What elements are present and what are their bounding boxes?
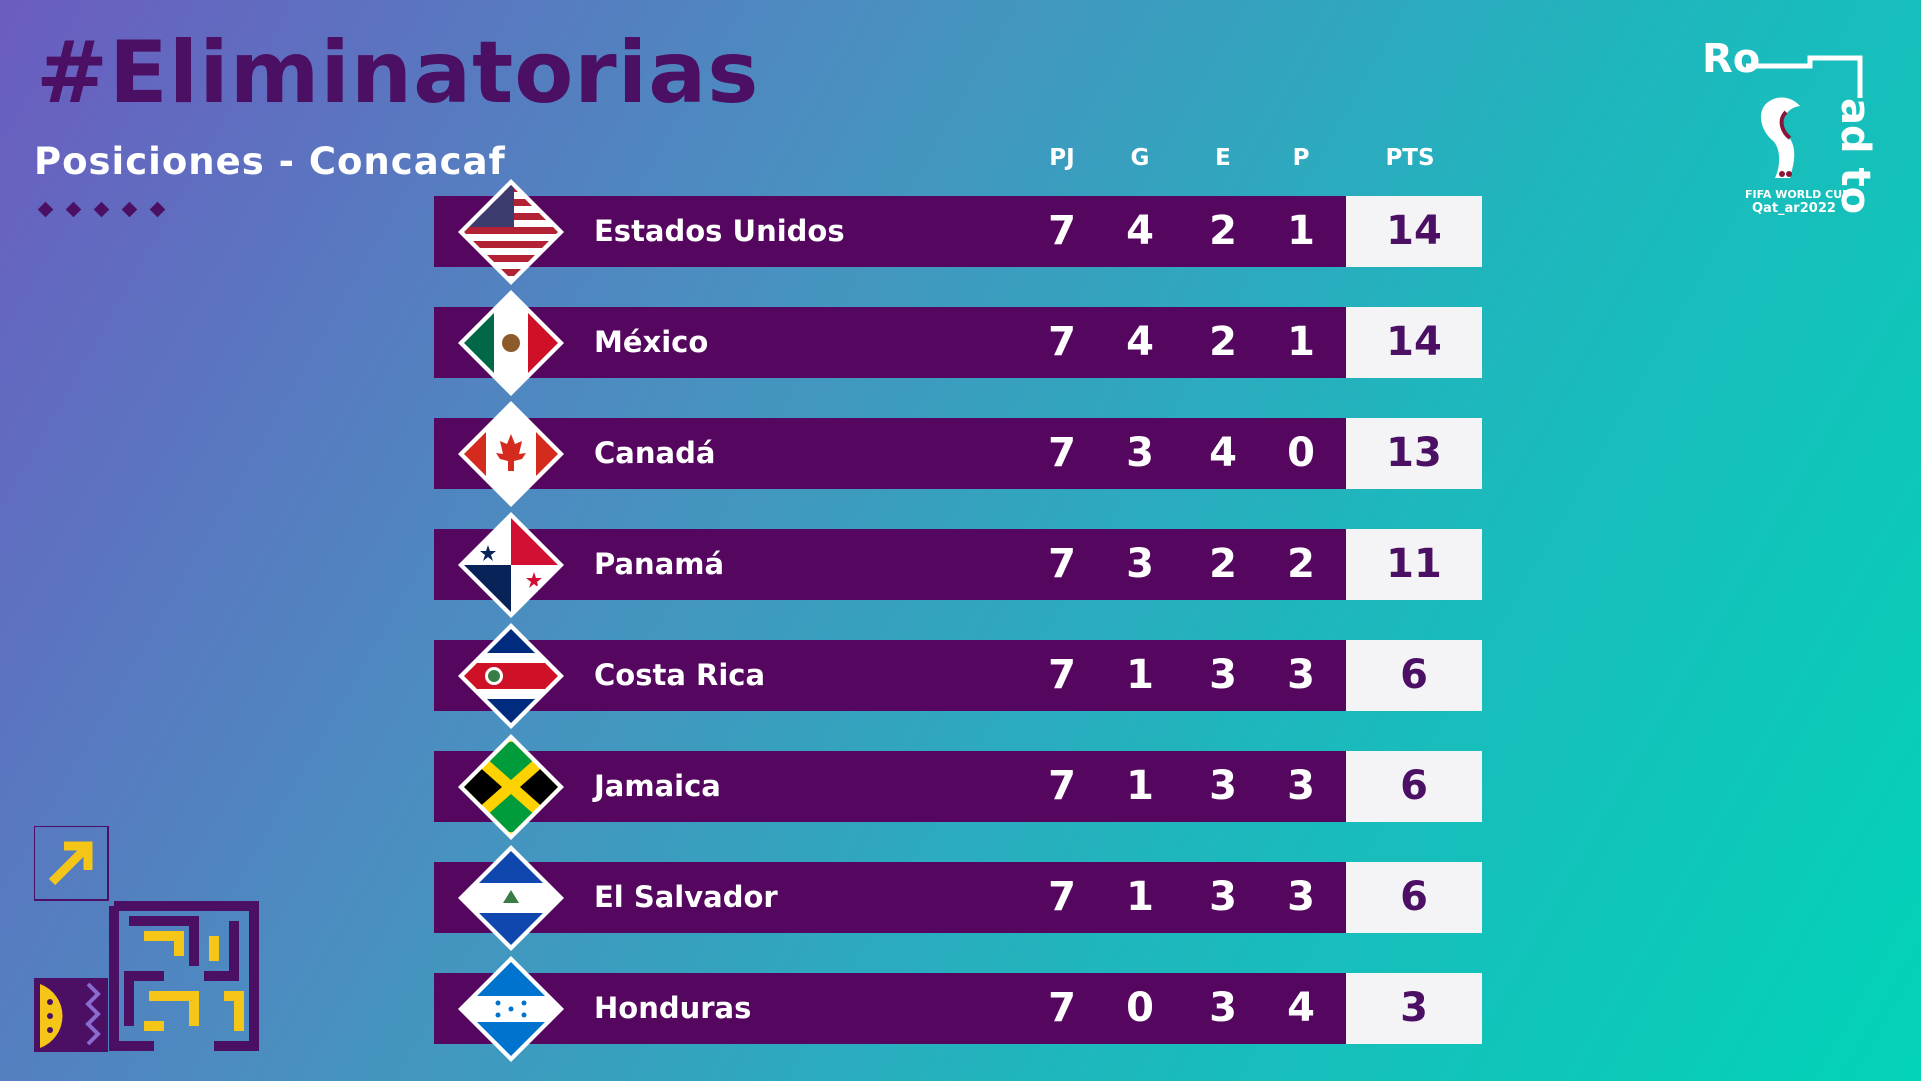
jamaica-flag-icon xyxy=(458,734,564,840)
e-value: 2 xyxy=(1209,208,1237,254)
table-row: Jamaica 7 1 3 3 6 xyxy=(434,734,1482,840)
g-value: 4 xyxy=(1126,319,1154,365)
e-value: 3 xyxy=(1209,985,1237,1031)
usa-flag-icon xyxy=(458,179,564,285)
g-value: 3 xyxy=(1126,430,1154,476)
g-value: 3 xyxy=(1126,541,1154,587)
g-value: 0 xyxy=(1126,985,1154,1031)
e-value: 3 xyxy=(1209,763,1237,809)
decorative-dots xyxy=(37,201,166,218)
e-value: 3 xyxy=(1209,652,1237,698)
pj-value: 7 xyxy=(1048,430,1076,476)
g-value: 1 xyxy=(1126,652,1154,698)
pj-value: 7 xyxy=(1048,763,1076,809)
pts-value: 13 xyxy=(1346,418,1482,489)
team-name: Jamaica xyxy=(594,769,721,803)
table-row: Panamá 7 3 2 2 11 xyxy=(434,512,1482,618)
pts-value: 14 xyxy=(1346,196,1482,267)
pj-value: 7 xyxy=(1048,319,1076,365)
page-subtitle: Posiciones - Concacaf xyxy=(34,140,506,183)
table-row: Costa Rica 7 1 3 3 6 xyxy=(434,623,1482,729)
table-row: Honduras 7 0 3 4 3 xyxy=(434,956,1482,1062)
team-name: Canadá xyxy=(594,436,716,470)
mexico-flag-icon xyxy=(458,290,564,396)
costa-rica-flag-icon xyxy=(458,623,564,729)
header-p: P xyxy=(1292,145,1310,171)
logo-qatar-text: Qat_ar2022 xyxy=(1752,201,1836,216)
team-name: Panamá xyxy=(594,547,725,581)
e-value: 4 xyxy=(1209,430,1237,476)
p-value: 3 xyxy=(1287,652,1315,698)
p-value: 3 xyxy=(1287,763,1315,809)
pj-value: 7 xyxy=(1048,874,1076,920)
pts-value: 11 xyxy=(1346,529,1482,600)
table-row: El Salvador 7 1 3 3 6 xyxy=(434,845,1482,951)
honduras-flag-icon xyxy=(458,956,564,1062)
logo-fifa-text: FIFA WORLD CUP xyxy=(1745,188,1850,201)
e-value: 2 xyxy=(1209,541,1237,587)
canada-flag-icon xyxy=(458,401,564,507)
p-value: 0 xyxy=(1287,430,1315,476)
e-value: 3 xyxy=(1209,874,1237,920)
logo-adto-text: ad to xyxy=(1832,98,1878,214)
el-salvador-flag-icon xyxy=(458,845,564,951)
table-row: Estados Unidos 7 4 2 1 14 xyxy=(434,179,1482,285)
header-g: G xyxy=(1130,145,1150,171)
pts-value: 6 xyxy=(1346,862,1482,933)
p-value: 3 xyxy=(1287,874,1315,920)
pts-value: 14 xyxy=(1346,307,1482,378)
column-headers: PJ G E P PTS xyxy=(0,145,1921,175)
p-value: 1 xyxy=(1287,319,1315,365)
pj-value: 7 xyxy=(1048,985,1076,1031)
g-value: 4 xyxy=(1126,208,1154,254)
pj-value: 7 xyxy=(1048,541,1076,587)
logo-road-text: Ro xyxy=(1702,36,1760,82)
panama-flag-icon xyxy=(458,512,564,618)
p-value: 2 xyxy=(1287,541,1315,587)
team-name: Costa Rica xyxy=(594,658,766,692)
header-pts: PTS xyxy=(1385,145,1435,171)
p-value: 1 xyxy=(1287,208,1315,254)
g-value: 1 xyxy=(1126,874,1154,920)
page-title: #Eliminatorias xyxy=(36,23,760,123)
pj-value: 7 xyxy=(1048,652,1076,698)
g-value: 1 xyxy=(1126,763,1154,809)
pts-value: 3 xyxy=(1346,973,1482,1044)
table-row: México 7 4 2 1 14 xyxy=(434,290,1482,396)
team-name: Honduras xyxy=(594,991,752,1025)
decorative-pattern xyxy=(34,826,259,1052)
world-cup-emblem-icon xyxy=(1760,97,1800,178)
team-name: El Salvador xyxy=(594,880,778,914)
header-e: E xyxy=(1215,145,1231,171)
team-name: Estados Unidos xyxy=(594,214,845,248)
pts-value: 6 xyxy=(1346,751,1482,822)
header-pj: PJ xyxy=(1049,145,1075,171)
pts-value: 6 xyxy=(1346,640,1482,711)
arrow-icon xyxy=(48,841,93,886)
pj-value: 7 xyxy=(1048,208,1076,254)
p-value: 4 xyxy=(1287,985,1315,1031)
road-to-qatar-logo: Ro ad to FIFA WORLD CUP Qat_ar2022 xyxy=(1702,36,1878,216)
e-value: 2 xyxy=(1209,319,1237,365)
team-name: México xyxy=(594,325,709,359)
table-row: Canadá 7 3 4 0 13 xyxy=(434,401,1482,507)
